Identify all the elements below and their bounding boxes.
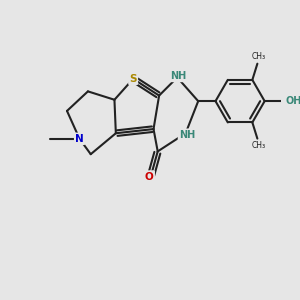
Text: OH: OH (285, 96, 300, 106)
Text: CH₃: CH₃ (252, 141, 266, 150)
Text: S: S (129, 74, 137, 84)
Text: O: O (145, 172, 154, 182)
Text: NH: NH (179, 130, 195, 140)
Text: CH₃: CH₃ (252, 52, 266, 62)
Text: NH: NH (170, 71, 187, 81)
Text: N: N (75, 134, 84, 144)
